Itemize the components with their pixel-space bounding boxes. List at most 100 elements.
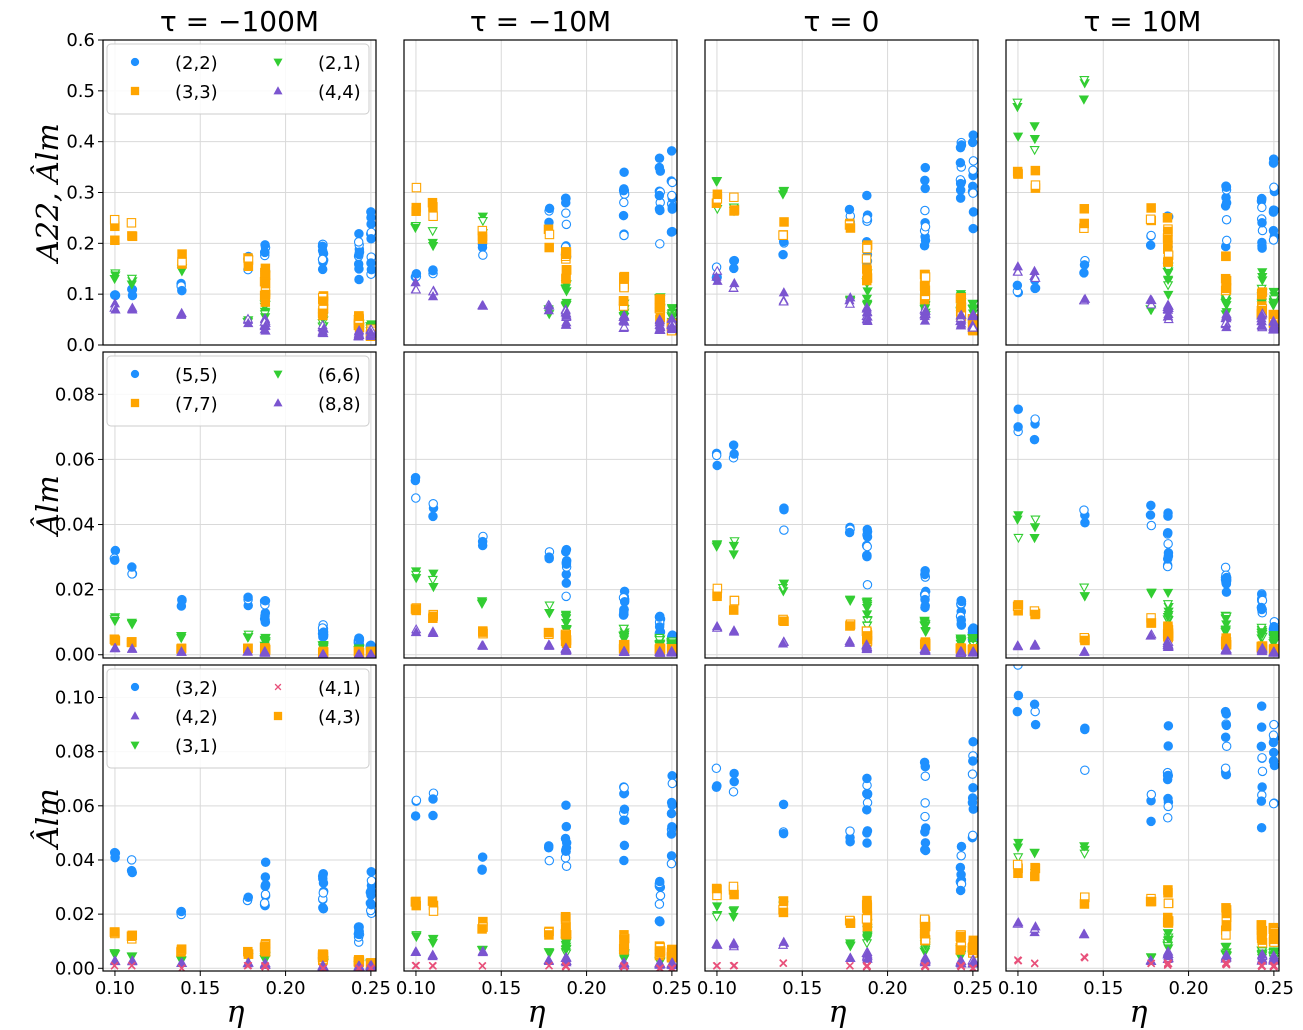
legend: (3,2)(4,2)(3,1)(4,1)(4,3) <box>107 669 369 768</box>
data-point <box>620 841 628 849</box>
column-title: τ = −100M <box>160 5 319 38</box>
data-point <box>730 606 738 614</box>
data-point <box>479 251 487 259</box>
data-point <box>1258 767 1266 775</box>
data-point <box>863 266 871 274</box>
data-point <box>1014 869 1022 877</box>
x-tick-label: 0.15 <box>481 978 521 999</box>
data-point <box>730 551 738 559</box>
data-point <box>544 628 552 636</box>
data-point <box>545 931 553 939</box>
data-point <box>178 268 186 276</box>
data-point <box>1222 909 1230 917</box>
data-point <box>863 551 871 559</box>
data-point <box>1270 720 1278 728</box>
data-point <box>969 738 977 746</box>
data-point <box>956 143 964 151</box>
data-point <box>1081 636 1089 644</box>
x-axis-label: η <box>528 995 546 1030</box>
data-point <box>261 248 269 256</box>
data-points <box>712 441 977 656</box>
x-tick-label: 0.10 <box>396 978 436 999</box>
data-point <box>1270 761 1278 769</box>
data-point <box>1031 415 1039 423</box>
data-point <box>921 223 929 231</box>
data-point <box>478 925 486 933</box>
data-point <box>1258 936 1266 944</box>
data-point <box>111 618 119 626</box>
data-point <box>428 228 436 236</box>
data-point <box>863 806 871 814</box>
data-points <box>1013 661 1279 970</box>
data-point <box>545 204 553 212</box>
data-point <box>1222 588 1230 596</box>
data-point <box>863 215 871 223</box>
data-point <box>367 265 375 273</box>
data-point <box>655 613 663 621</box>
data-point <box>863 191 871 199</box>
data-point <box>178 250 186 258</box>
data-point <box>668 779 676 787</box>
data-point <box>779 231 787 239</box>
axes-frame <box>705 352 978 658</box>
data-point <box>319 297 327 305</box>
data-point <box>411 473 419 481</box>
data-point <box>1081 724 1089 732</box>
data-point <box>1221 733 1229 741</box>
data-point <box>620 598 628 606</box>
data-point <box>1163 214 1171 222</box>
data-points <box>110 848 375 971</box>
data-point <box>921 595 929 603</box>
data-point <box>1080 219 1088 227</box>
data-point <box>545 842 553 850</box>
data-point <box>780 526 788 534</box>
data-point <box>1031 524 1039 532</box>
data-point <box>969 189 977 197</box>
data-point <box>261 873 269 881</box>
data-point <box>729 788 737 796</box>
data-point <box>921 845 929 853</box>
data-point <box>128 232 136 240</box>
axes-frame <box>1006 352 1279 658</box>
data-point <box>1080 850 1088 858</box>
data-point <box>655 900 663 908</box>
data-point <box>1164 814 1172 822</box>
axes-frame <box>705 665 978 971</box>
data-point <box>1258 226 1266 234</box>
data-point <box>968 946 976 954</box>
data-point <box>713 190 721 198</box>
data-point <box>429 212 437 220</box>
data-point <box>846 919 854 927</box>
data-point <box>367 235 375 243</box>
y-tick-label: 0.08 <box>55 384 95 405</box>
data-point <box>562 250 570 258</box>
legend-label: (8,8) <box>318 394 361 415</box>
data-point <box>730 769 738 777</box>
data-point <box>863 774 871 782</box>
data-point <box>1257 702 1265 710</box>
data-point <box>921 287 929 295</box>
data-point <box>969 831 977 839</box>
data-point <box>1147 231 1155 239</box>
data-point <box>620 610 628 618</box>
data-point <box>1164 540 1172 548</box>
data-point <box>429 512 437 520</box>
data-point <box>862 255 870 263</box>
data-point <box>845 205 853 213</box>
data-point <box>561 925 569 933</box>
data-point <box>956 194 964 202</box>
data-point <box>969 157 977 165</box>
data-point <box>1222 276 1230 284</box>
data-point <box>1222 183 1230 191</box>
data-point <box>655 917 663 925</box>
data-point <box>668 178 676 186</box>
data-point <box>1030 435 1038 443</box>
data-point <box>177 945 185 953</box>
data-point <box>957 620 965 628</box>
x-tick-label: 0.25 <box>1254 978 1294 999</box>
data-point <box>620 856 628 864</box>
data-point <box>1147 790 1155 798</box>
data-point <box>244 893 252 901</box>
data-point <box>655 154 663 162</box>
data-point <box>1163 771 1171 779</box>
